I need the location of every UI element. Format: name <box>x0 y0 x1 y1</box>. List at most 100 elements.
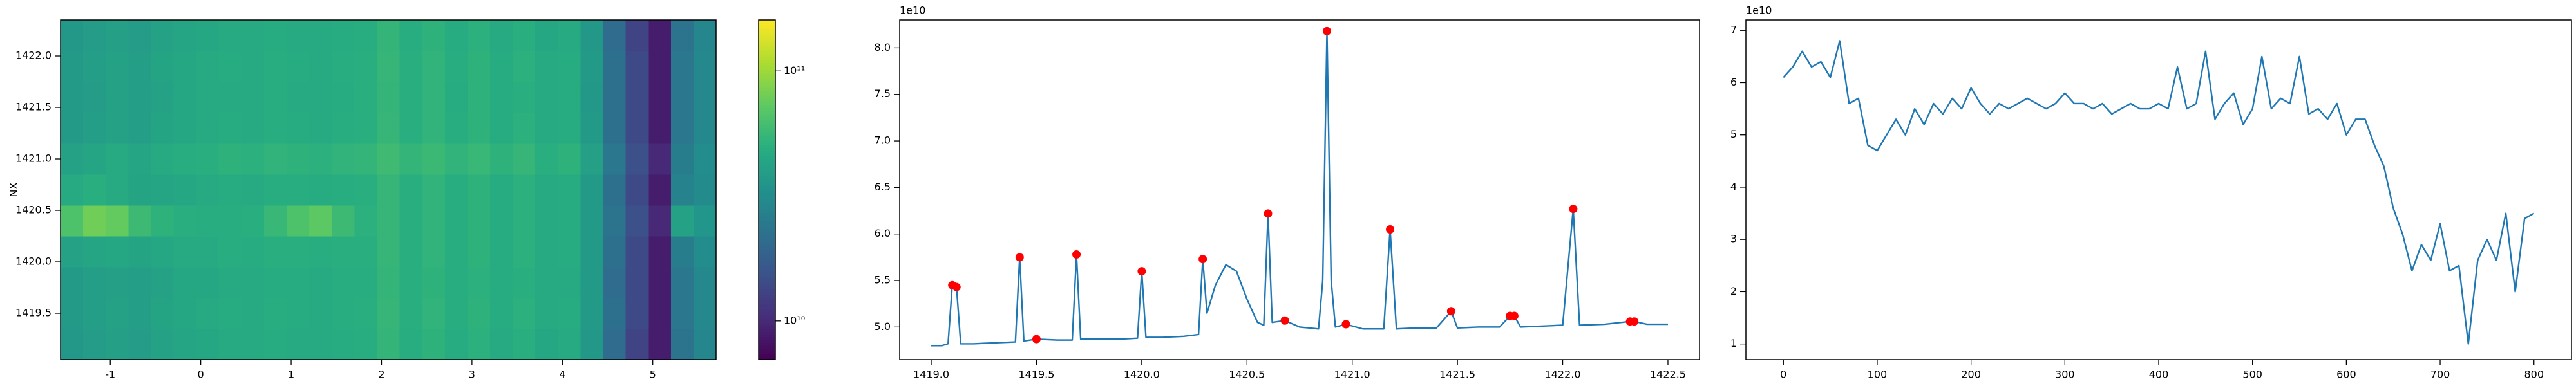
heatmap-cell <box>61 174 84 206</box>
heatmap-cell <box>399 267 423 299</box>
x-tick-label: 5 <box>650 369 656 381</box>
heatmap-cell <box>263 82 287 113</box>
heatmap-cell <box>106 143 129 175</box>
colorbar-segment <box>759 328 775 332</box>
heatmap-cell <box>580 329 604 360</box>
heatmap-cell <box>173 82 197 113</box>
colorbar-segment <box>759 59 775 63</box>
x-tick-label: 0 <box>198 369 204 381</box>
heatmap-cell <box>467 298 491 329</box>
colorbar-segment <box>759 252 775 255</box>
y-tick-label: 7.0 <box>875 134 891 147</box>
heatmap-cell <box>354 174 378 206</box>
x-tick-label: 1421.0 <box>1334 369 1370 381</box>
heatmap-cell <box>670 20 694 51</box>
heatmap-cell <box>535 20 558 51</box>
colorbar-segment <box>759 269 775 273</box>
colorbar-segment <box>759 291 775 295</box>
heatmap-cell <box>648 82 672 113</box>
colorbar-segment <box>759 147 775 151</box>
x-tick-label: 1421.5 <box>1439 369 1475 381</box>
colorbar-segment <box>759 42 775 46</box>
heatmap-cell <box>558 205 581 237</box>
heatmap-cell <box>422 51 446 82</box>
x-tick-label: 4 <box>559 369 565 381</box>
colorbar-segment <box>759 181 775 185</box>
colorbar-segment <box>759 336 775 340</box>
heatmap-cell <box>354 298 378 329</box>
colorbar-segment <box>759 176 775 179</box>
colorbar-segment <box>759 31 775 35</box>
heatmap-cell <box>513 82 536 113</box>
heatmap-cell <box>196 20 220 51</box>
heatmap-cell <box>218 51 242 82</box>
heatmap-cell <box>513 329 536 360</box>
heatmap-cell <box>218 236 242 268</box>
heatmap-cell <box>241 143 265 175</box>
plot-area <box>931 26 1668 347</box>
heatmap-cell <box>648 51 672 82</box>
x-tick-label: 700 <box>2430 369 2450 381</box>
y-tick-label: 1420.5 <box>15 204 52 216</box>
heatmap-cell <box>377 51 401 82</box>
heatmap-cell <box>287 143 310 175</box>
heatmap-cell <box>693 51 717 82</box>
heatmap-cell <box>467 20 491 51</box>
heatmap-cell <box>444 174 468 206</box>
heatmap-cell <box>444 143 468 175</box>
colorbar-segment <box>759 156 775 160</box>
heatmap-cell <box>648 205 672 237</box>
heatmap-cell <box>151 236 175 268</box>
colorbar-segment <box>759 79 775 83</box>
heatmap-cell <box>535 113 558 144</box>
heatmap-cell <box>354 82 378 113</box>
heatmap-cell <box>377 205 401 237</box>
peak-marker <box>1032 335 1041 344</box>
colorbar-segment <box>759 215 775 219</box>
heatmap-cell <box>151 51 175 82</box>
heatmap-cell <box>399 82 423 113</box>
peak-marker <box>1569 205 1578 214</box>
peak-marker <box>1072 250 1081 259</box>
plot-area <box>1783 40 2535 345</box>
heatmap-cell <box>128 20 152 51</box>
colorbar-segment <box>759 124 775 128</box>
heatmap-cell <box>648 267 672 299</box>
heatmap-cell <box>173 205 197 237</box>
colorbar-segment <box>759 198 775 202</box>
colorbar-segment <box>759 170 775 174</box>
x-tick-label: 800 <box>2524 369 2544 381</box>
axes-frame <box>1745 19 2572 360</box>
heatmap-cell <box>241 205 265 237</box>
colorbar-segment <box>759 255 775 259</box>
x-tick-label: 400 <box>2149 369 2169 381</box>
heatmap-cell <box>332 174 355 206</box>
y-tick-label: 1420.0 <box>15 255 52 268</box>
y-offset-label: 1e10 <box>900 5 925 17</box>
heatmap-cell <box>128 205 152 237</box>
colorbar-segment <box>759 308 775 312</box>
heatmap-cell <box>489 113 513 144</box>
y-tick-label: 2 <box>1730 285 1737 297</box>
heatmap-cell <box>489 298 513 329</box>
heatmap-cell <box>196 205 220 237</box>
heatmap-cell <box>377 143 401 175</box>
heatmap-cell <box>603 205 627 237</box>
heatmap-cell <box>513 298 536 329</box>
colorbar-segment <box>759 331 775 335</box>
y-tick-label: 5 <box>1730 128 1737 140</box>
heatmap-cell <box>151 174 175 206</box>
heatmap-cell <box>580 236 604 268</box>
colorbar-segment <box>759 164 775 168</box>
heatmap-cell <box>399 20 423 51</box>
colorbar-segment <box>759 167 775 170</box>
heatmap-cell <box>83 298 106 329</box>
axes-frame <box>899 19 1700 360</box>
y-tick-label: 5.0 <box>875 320 891 333</box>
heatmap-cell <box>196 267 220 299</box>
colorbar-segment <box>759 218 775 221</box>
colorbar-segment <box>759 297 775 301</box>
colorbar-segment <box>759 195 775 199</box>
colorbar-segment <box>759 300 775 304</box>
heatmap-cell <box>648 20 672 51</box>
